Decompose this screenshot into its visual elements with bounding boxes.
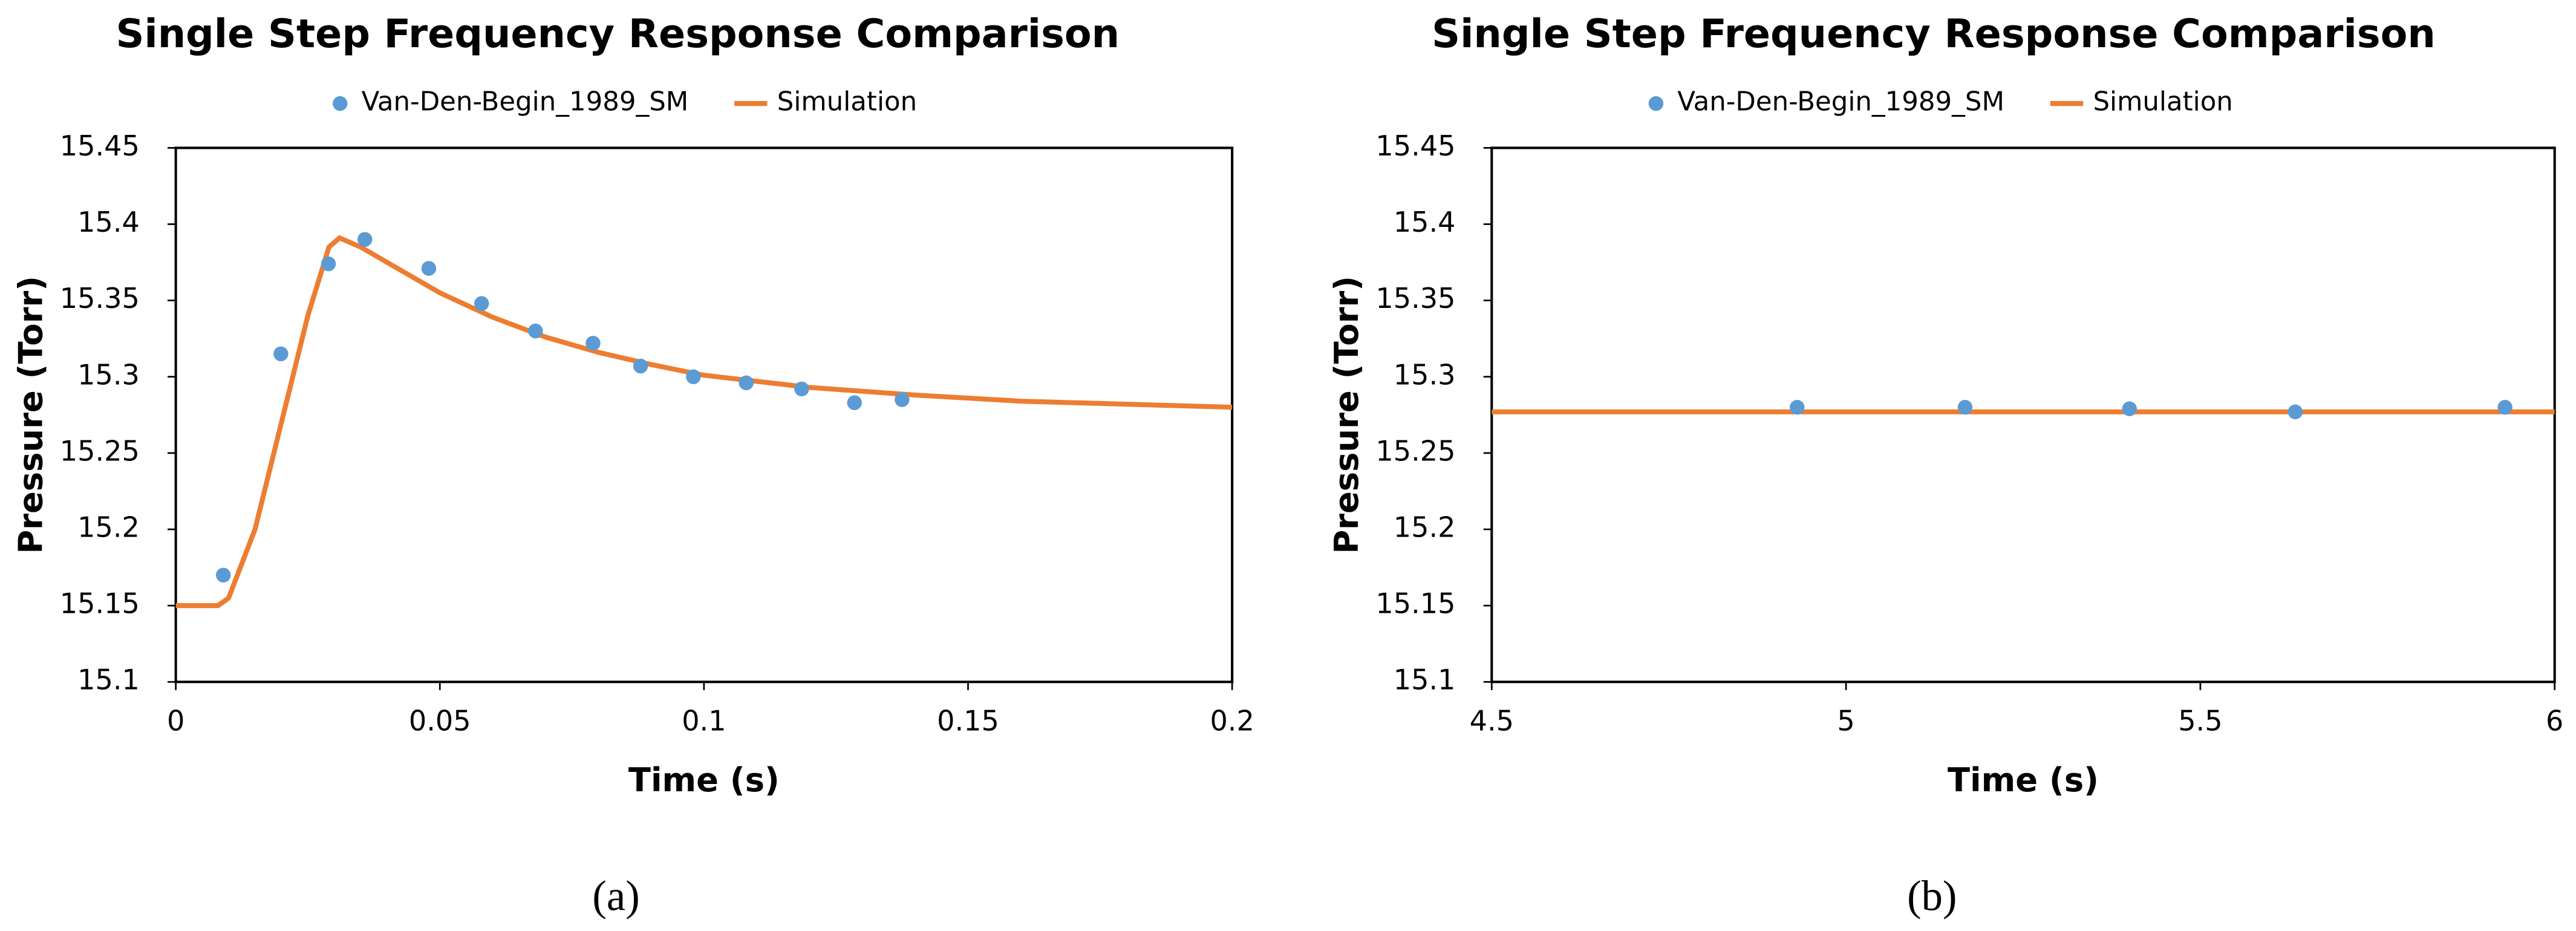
legend-marker xyxy=(333,96,348,111)
legend-label: Van-Den-Begin_1989_SM xyxy=(1677,87,2004,117)
y-tick-label: 15.25 xyxy=(1375,434,1455,467)
y-axis-label: Pressure (Torr) xyxy=(1328,276,1366,554)
data-point xyxy=(357,232,373,247)
x-tick-label: 0.1 xyxy=(682,705,726,737)
legend-label: Simulation xyxy=(2093,87,2232,117)
plot-frame xyxy=(1490,146,2556,684)
x-axis-label: Time (s) xyxy=(628,761,780,799)
data-point xyxy=(1790,400,1805,415)
y-tick-label: 15.1 xyxy=(77,664,140,696)
y-tick-label: 15.2 xyxy=(1394,511,1456,544)
x-tick-label: 5.5 xyxy=(2178,705,2222,737)
data-point xyxy=(2122,401,2137,416)
x-tick-label: 4.5 xyxy=(1470,705,1514,737)
y-tick-label: 15.4 xyxy=(1394,206,1456,238)
y-tick-label: 15.2 xyxy=(77,511,140,544)
x-tick-label: 0.15 xyxy=(937,705,999,737)
legend-label: Simulation xyxy=(777,87,917,117)
data-point xyxy=(321,256,336,272)
data-point xyxy=(794,381,809,397)
data-point xyxy=(633,358,648,374)
x-tick-label: 5 xyxy=(1837,705,1854,737)
data-point xyxy=(1957,400,1973,415)
x-tick-label: 0 xyxy=(167,705,184,737)
subfigure-label: (b) xyxy=(1907,873,1957,920)
subfigure-label: (a) xyxy=(592,873,639,920)
data-point xyxy=(739,375,754,391)
y-tick-label: 15.25 xyxy=(60,434,140,467)
chart-title: Single Step Frequency Response Compariso… xyxy=(116,11,1120,57)
chart-title: Single Step Frequency Response Compariso… xyxy=(1432,11,2436,57)
y-tick-label: 15.35 xyxy=(1375,282,1455,315)
data-point xyxy=(686,369,701,385)
data-point xyxy=(273,346,289,362)
y-tick-label: 15.15 xyxy=(1375,587,1455,620)
data-point xyxy=(528,323,543,339)
data-point xyxy=(585,336,601,351)
legend-label: Van-Den-Begin_1989_SM xyxy=(362,87,689,117)
data-point xyxy=(421,261,437,276)
x-tick-label: 6 xyxy=(2546,705,2563,737)
data-point xyxy=(2287,404,2303,420)
series-line xyxy=(175,235,1233,609)
data-point xyxy=(895,392,910,407)
y-tick-label: 15.3 xyxy=(1394,358,1456,391)
x-axis-label: Time (s) xyxy=(1948,761,2099,799)
x-tick-label: 0.2 xyxy=(1210,705,1254,737)
data-point xyxy=(2497,400,2512,415)
y-axis-label: Pressure (Torr) xyxy=(11,276,50,554)
data-point xyxy=(216,567,231,583)
y-tick-label: 15.4 xyxy=(77,206,140,238)
data-point xyxy=(847,395,862,410)
y-tick-label: 15.35 xyxy=(60,282,140,315)
legend-marker xyxy=(1648,96,1664,111)
y-tick-label: 15.45 xyxy=(1375,129,1455,162)
data-point xyxy=(474,296,489,311)
plot-frame xyxy=(174,146,1234,684)
y-tick-label: 15.3 xyxy=(77,358,140,391)
y-tick-label: 15.45 xyxy=(60,129,140,162)
x-tick-label: 0.05 xyxy=(409,705,471,737)
y-tick-label: 15.1 xyxy=(1394,664,1456,696)
y-tick-label: 15.15 xyxy=(60,587,140,620)
